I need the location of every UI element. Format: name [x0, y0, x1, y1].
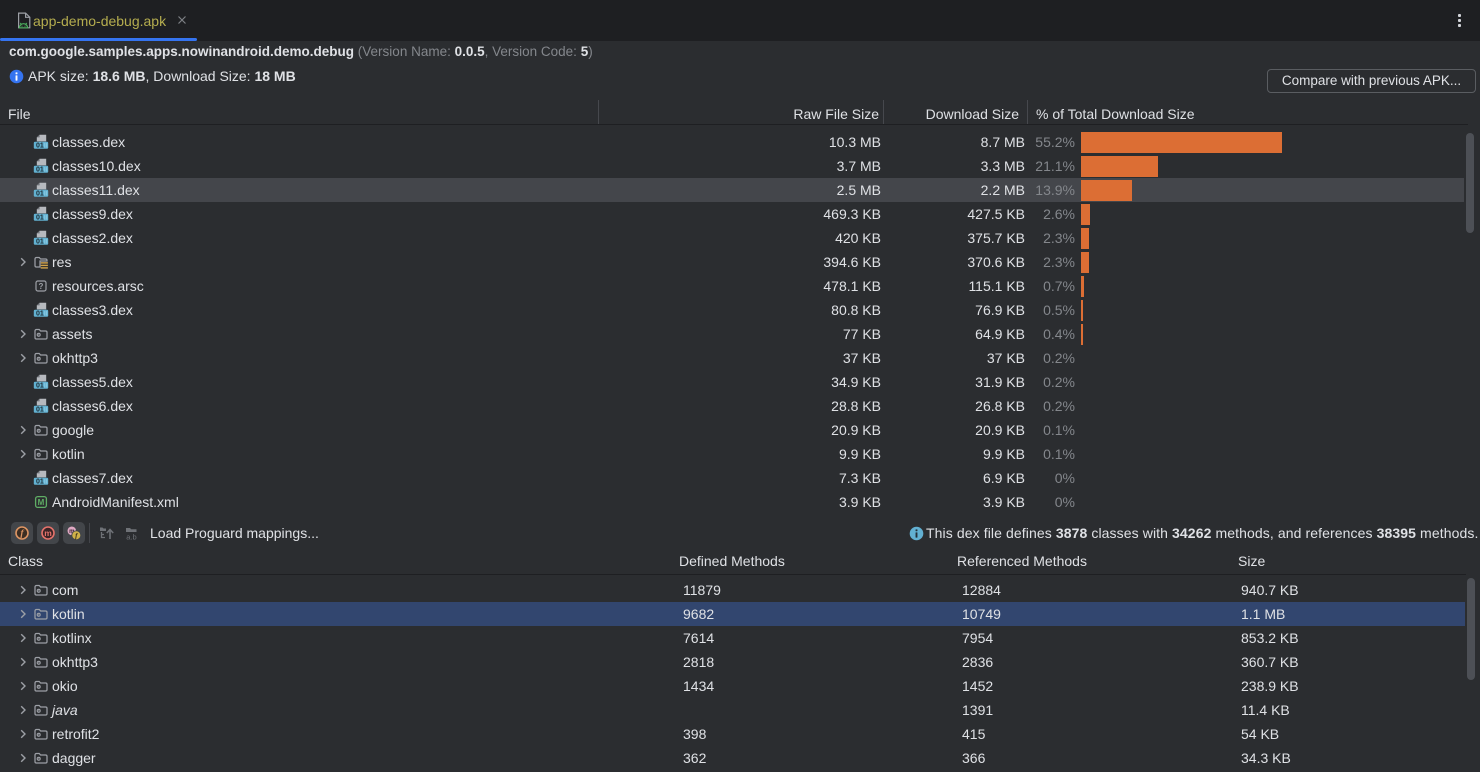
svg-text:1: 1: [40, 190, 44, 197]
svg-text:1: 1: [40, 382, 44, 389]
svg-text:a.b: a.b: [126, 533, 136, 542]
svg-text:0: 0: [36, 310, 40, 317]
svg-text:1: 1: [40, 406, 44, 413]
svg-text:m: m: [44, 528, 52, 538]
svg-text:0: 0: [36, 166, 40, 173]
svg-text:1: 1: [40, 310, 44, 317]
svg-text:0: 0: [36, 406, 40, 413]
svg-text:f: f: [20, 529, 24, 539]
svg-text:0: 0: [36, 238, 40, 245]
svg-text:m: m: [69, 529, 74, 535]
svg-text:0: 0: [36, 382, 40, 389]
svg-text:1: 1: [40, 238, 44, 245]
svg-text:1: 1: [40, 166, 44, 173]
svg-text:0: 0: [36, 142, 40, 149]
svg-text:0: 0: [36, 214, 40, 221]
svg-text:f: f: [75, 532, 78, 540]
svg-text:?: ?: [39, 282, 44, 291]
svg-text:M: M: [38, 498, 45, 507]
svg-text:1: 1: [40, 142, 44, 149]
svg-text:1: 1: [40, 214, 44, 221]
svg-text:0: 0: [36, 478, 40, 485]
svg-text:0: 0: [36, 190, 40, 197]
svg-text:1: 1: [40, 478, 44, 485]
